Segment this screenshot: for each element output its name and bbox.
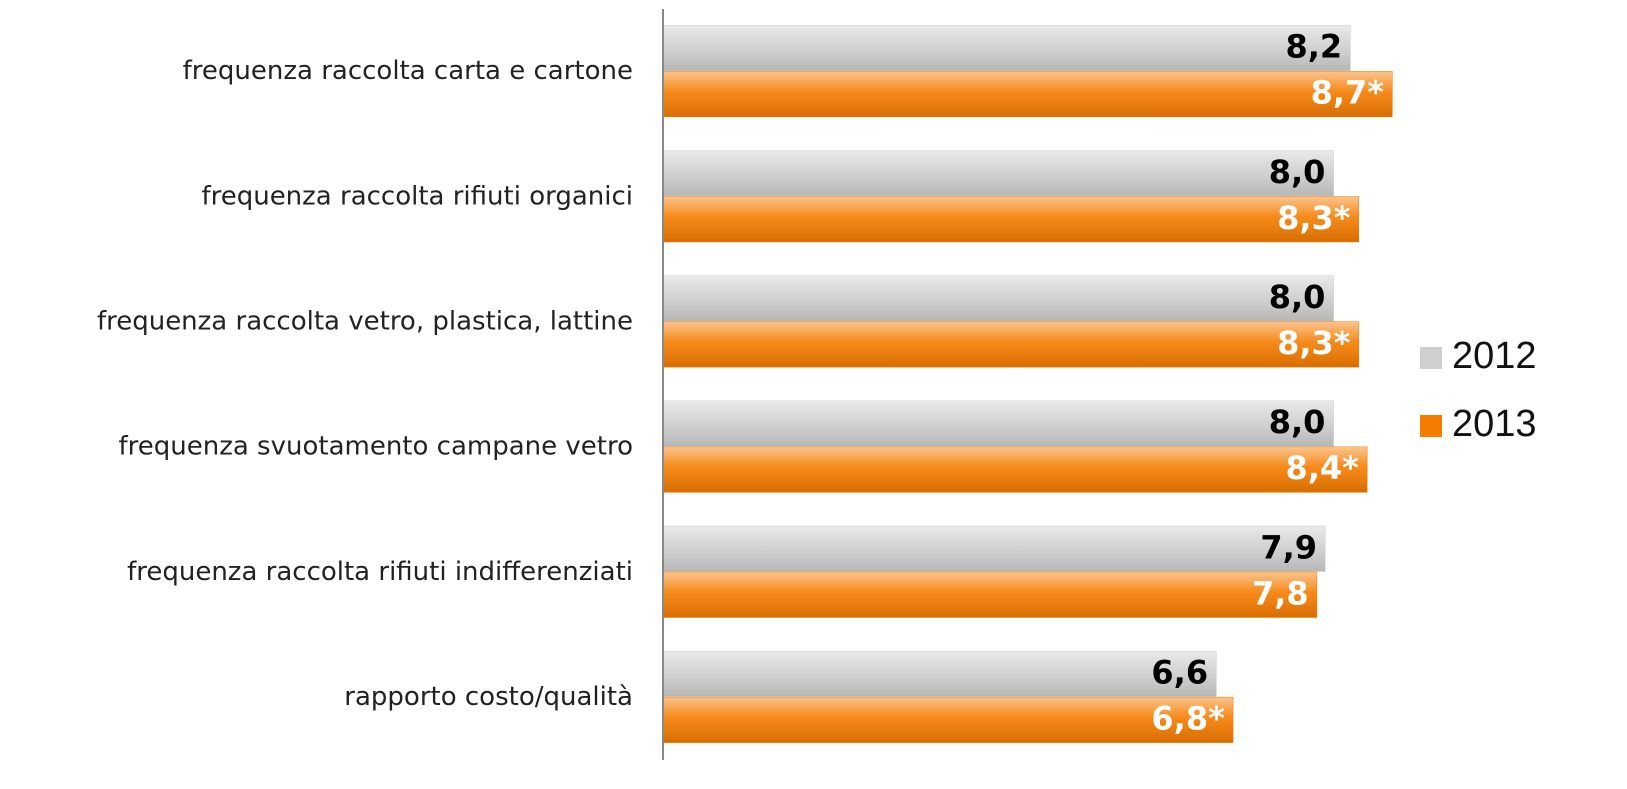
value-label: 8,2 [1285,28,1342,66]
bar-shine [663,572,1317,618]
y-tick-label: frequenza raccolta carta e cartone [183,56,633,86]
value-label: 8,0 [1269,153,1326,191]
y-tick-label: frequenza svuotamento campane vetro [118,432,633,462]
bar-shine [663,526,1326,572]
y-tick-label: frequenza raccolta rifiuti organici [201,181,633,211]
value-label: 6,6 [1151,653,1208,691]
y-tick-label: rapporto costo/qualità [344,682,633,712]
bar-shine [663,651,1217,697]
value-label: 8,0 [1269,278,1326,316]
bar-shine [663,321,1359,367]
bar-shine [663,697,1233,743]
bar-shine [663,25,1351,71]
value-label: 8,4* [1285,449,1359,487]
value-label: 8,3* [1277,324,1351,362]
bar-shine [663,401,1334,447]
value-label: 7,8 [1252,574,1309,612]
value-label: 8,7* [1311,74,1385,112]
value-label: 8,3* [1277,199,1351,237]
value-label: 7,9 [1260,528,1317,566]
value-label: 8,0 [1269,403,1326,441]
bar-shine [663,150,1334,196]
bar-shine [663,196,1359,242]
legend-label: 2012 [1452,335,1537,377]
legend-swatch [1420,415,1442,437]
bar-shine [663,447,1367,493]
value-label: 6,8* [1151,699,1225,737]
y-tick-label: frequenza raccolta vetro, plastica, latt… [97,306,633,336]
y-tick-label: frequenza raccolta rifiuti indifferenzia… [127,557,633,587]
legend-swatch [1420,347,1442,369]
bar-shine [663,275,1334,321]
bar-shine [663,71,1393,117]
legend-label: 2013 [1452,403,1537,445]
